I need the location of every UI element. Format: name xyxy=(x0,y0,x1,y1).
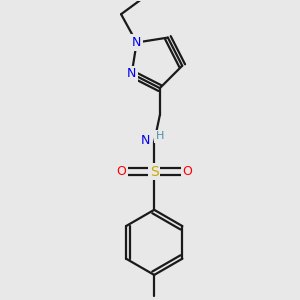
Text: S: S xyxy=(150,165,159,178)
Text: O: O xyxy=(116,165,126,178)
Text: N: N xyxy=(127,67,136,80)
Text: N: N xyxy=(141,134,150,147)
Text: H: H xyxy=(156,131,164,141)
Text: O: O xyxy=(182,165,192,178)
Text: N: N xyxy=(132,36,141,49)
